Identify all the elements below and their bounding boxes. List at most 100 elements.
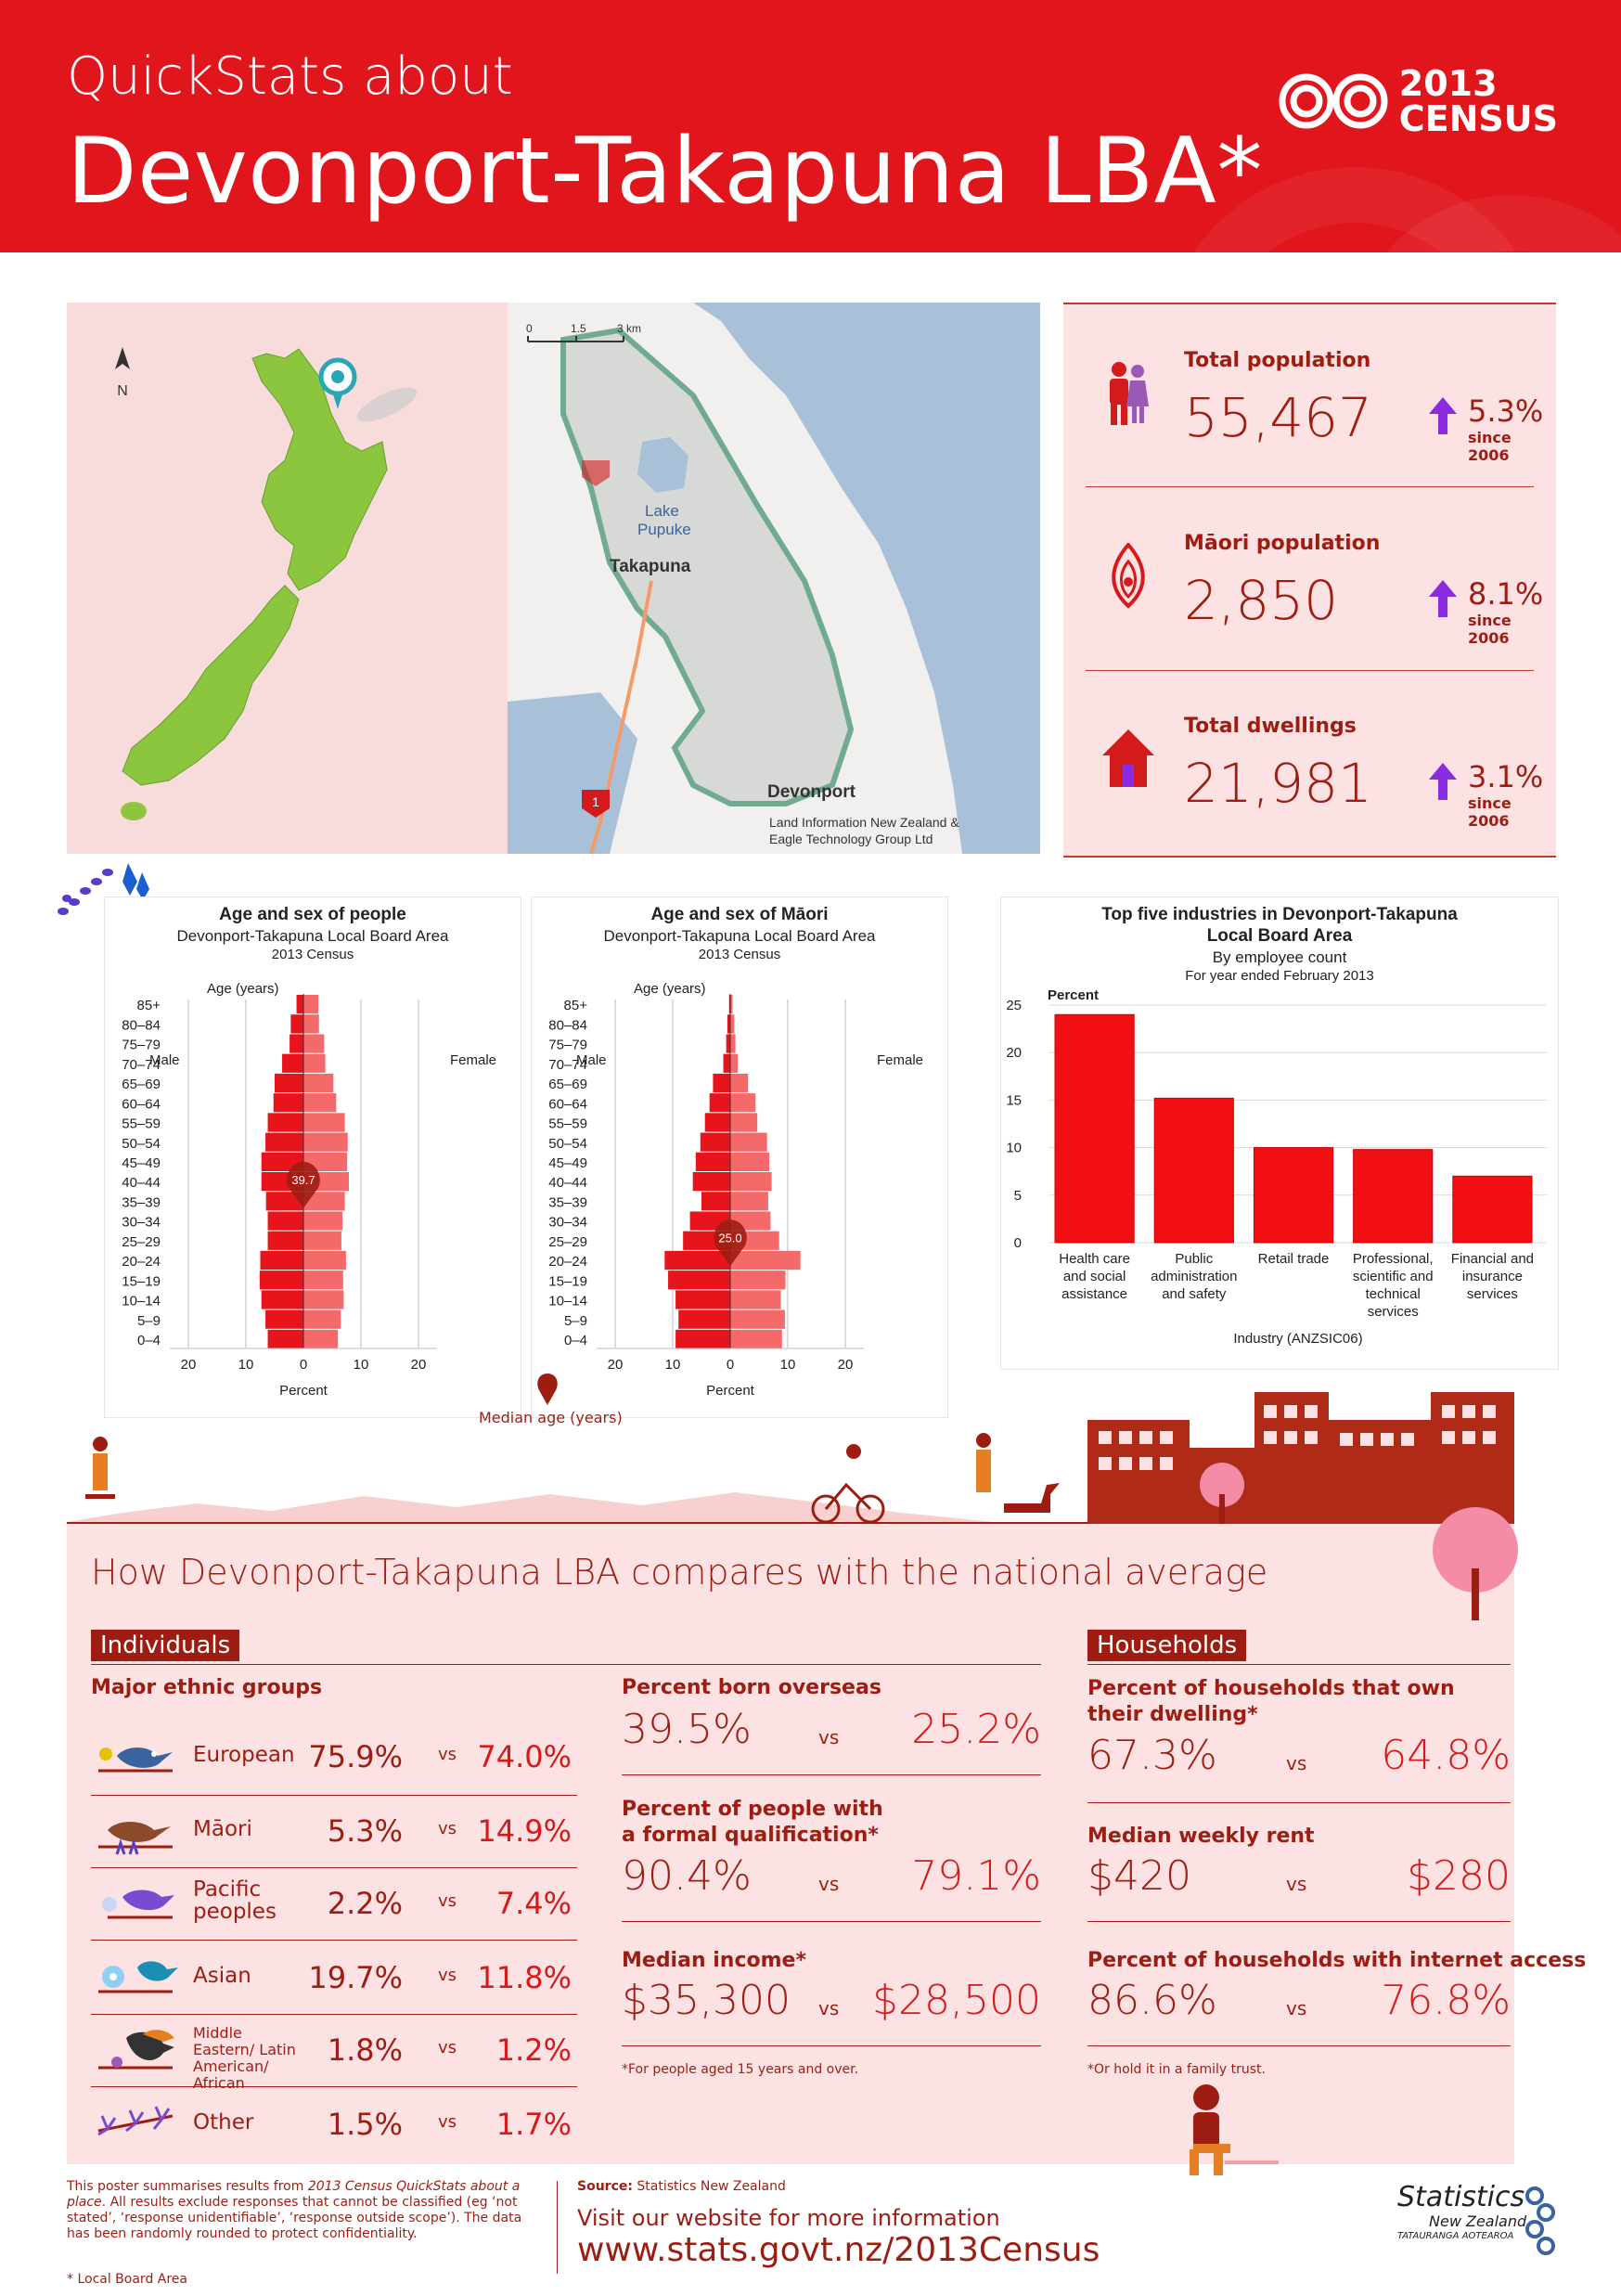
footer-url-link[interactable]: www.stats.govt.nz/2013Census — [577, 2231, 1100, 2269]
pyramid-bar-male — [701, 1192, 730, 1211]
age-tick-label: 75–79 — [122, 1038, 161, 1053]
bar-chart-svg: 0 5 10 15 20 25 Percent Health care and social as… — [1006, 987, 1547, 1347]
x-tick-label: 20 — [411, 1357, 427, 1373]
age-tick-label: 30–34 — [548, 1215, 587, 1231]
pyramid-bar-male — [267, 1231, 303, 1250]
svg-text:3 km: 3 km — [617, 322, 641, 335]
flower-other-icon — [97, 2106, 174, 2136]
bird-asian-icon — [98, 1961, 178, 1993]
age-tick-label: 70–74 — [122, 1057, 161, 1073]
y-tick-label: 10 — [1006, 1141, 1022, 1156]
female-label: Female — [877, 1052, 923, 1068]
age-tick-label: 75–79 — [548, 1038, 587, 1053]
pyramid-bar-female — [303, 1309, 341, 1329]
ethnic-national-value: 1.7% — [495, 2107, 572, 2142]
industry-category-label: and safety — [1162, 1286, 1227, 1302]
pyramid-bar-female — [730, 1113, 758, 1132]
pyramid-chart-maori: Age and sex of Māori Devonport-Takapuna … — [531, 896, 948, 1418]
pyramid-bar-female — [730, 1034, 736, 1053]
age-tick-label: 25–29 — [548, 1234, 587, 1250]
north-label: N — [117, 383, 128, 399]
ethnic-label: Māori — [193, 1817, 252, 1841]
households-footnote: *Or hold it in a family trust. — [1087, 2062, 1266, 2077]
y-tick-label: 5 — [1014, 1188, 1022, 1204]
map-scale-bar: 0 1.5 3 km — [526, 322, 641, 342]
pyramid-bar-male — [259, 1271, 303, 1290]
footer-lba-note: * Local Board Area — [67, 2272, 187, 2287]
pyramid-bar-female — [730, 1132, 767, 1152]
rent-national: $280 — [1407, 1852, 1511, 1900]
age-tick-label: 65–69 — [548, 1077, 587, 1092]
median-label: 25.0 — [718, 1231, 741, 1245]
pyramid-bar-male — [265, 1309, 303, 1329]
x-tick-label: 0 — [300, 1357, 307, 1373]
street-scene-illustration — [67, 1392, 1514, 1526]
stat-since: since 2006 — [1468, 794, 1512, 830]
pyramid-bar-female — [730, 1192, 768, 1211]
qualification-heading: Percent of people with a formal qualific… — [622, 1798, 883, 1847]
footer-note-italic: 2013 Census QuickStats about a place — [67, 2179, 521, 2210]
pyramid-bar-male — [290, 1014, 303, 1034]
age-tick-label: 85+ — [564, 998, 588, 1013]
industry-bar-chart: Top five industries in Devonport-Takapun… — [1000, 896, 1559, 1370]
industry-category-label: assistance — [1061, 1286, 1127, 1302]
x-axis-label: Industry (ANZSIC06) — [1233, 1331, 1362, 1347]
age-tick-label: 20–24 — [548, 1254, 587, 1270]
x-tick-label: 10 — [665, 1357, 681, 1373]
pyramid-bar-male — [260, 1250, 303, 1271]
pyramid-bar-female — [303, 1250, 346, 1271]
comparison-title: How Devonport-Takapuna LBA compares with… — [91, 1552, 1268, 1593]
pyramid-bar-male — [267, 1211, 303, 1231]
industry-category-label: Professional, — [1353, 1251, 1434, 1267]
pyramid-bar-female — [303, 1329, 339, 1348]
pyramid-bar-female — [730, 1172, 772, 1192]
pyramid-bar-male — [282, 1053, 303, 1073]
logo-year: 2013 — [1398, 63, 1498, 104]
north-arrow-icon — [115, 347, 130, 369]
bird-maori-icon — [98, 1822, 173, 1855]
y-tick-label: 15 — [1006, 1092, 1022, 1108]
pyramid-bar-female — [730, 1014, 735, 1034]
pyramid-bar-male — [700, 1132, 730, 1152]
median-marker — [287, 1161, 320, 1208]
pyramid-bar-male — [265, 1132, 303, 1152]
ethnic-national-value: 7.4% — [495, 1886, 572, 1921]
harbour-water — [508, 692, 637, 854]
pyramid-bar-female — [303, 1290, 344, 1309]
pyramid-svg: Age (years) 0–4 5–9 10–14 15–19 20–24 25–29 30–… — [122, 981, 496, 1399]
bird-pacific-icon — [102, 1890, 174, 1919]
place-label-devonport: Devonport — [767, 782, 856, 802]
divider — [1087, 1664, 1511, 1665]
industry-category-label: services — [1368, 1304, 1419, 1320]
up-arrow-icon — [1429, 397, 1457, 434]
industry-bar — [1253, 1147, 1334, 1244]
vs-label: vs — [438, 1745, 457, 1764]
born-overseas-local: 39.5% — [622, 1706, 752, 1753]
stat-label: Total dwellings — [1184, 715, 1357, 738]
ethnic-label: Other — [193, 2110, 254, 2135]
vs-label: vs — [438, 1819, 457, 1838]
age-tick-label: 45–49 — [548, 1155, 587, 1171]
x-axis-label: Percent — [279, 1383, 328, 1399]
pyramid-bar-female — [730, 995, 733, 1014]
stat-label: Total population — [1184, 349, 1371, 372]
pyramid-bar-male — [275, 1073, 303, 1093]
male-label: Male — [576, 1052, 607, 1068]
divider — [622, 1921, 1041, 1922]
place-label-takapuna: Takapuna — [610, 557, 691, 576]
pyramid-bar-female — [303, 1014, 319, 1034]
industry-bar — [1054, 1013, 1135, 1244]
x-tick-label: 20 — [608, 1357, 624, 1373]
chart-title: Age and sex of Māori — [650, 905, 829, 924]
divider — [91, 2086, 577, 2087]
header-banner: QuickStats about Devonport-Takapuna LBA*… — [0, 0, 1621, 252]
vs-label: vs — [438, 1891, 457, 1911]
income-national: $28,500 — [872, 1977, 1041, 2024]
ethnic-local-value: 1.5% — [327, 2107, 403, 2142]
lake-label-1: Lake — [645, 502, 679, 520]
people-icon — [1110, 362, 1149, 425]
chart-subtitle-2: For year ended February 2013 — [1185, 968, 1374, 984]
x-axis-label: Percent — [706, 1383, 755, 1399]
stewart-island-shape — [121, 802, 147, 820]
pyramid-bar-male — [296, 995, 303, 1014]
